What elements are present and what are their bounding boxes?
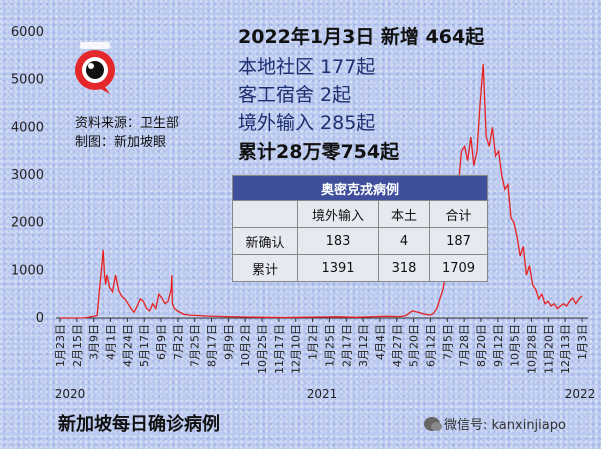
year-label: 2022 xyxy=(565,387,596,401)
kanxinjiapo-logo-icon xyxy=(75,42,115,94)
x-tick-label: 6月9日 xyxy=(155,324,168,360)
wechat-id: 微信号: kanxinjiapo xyxy=(444,418,566,433)
x-tick-label: 12月13日 xyxy=(559,324,572,374)
x-tick-label: 1月2日 xyxy=(307,324,320,360)
x-tick-label: 3月12日 xyxy=(357,324,370,367)
made-by-note: 制图：新加坡眼 xyxy=(75,135,167,150)
row-total: 187 xyxy=(429,227,488,255)
row-label: 累计 xyxy=(232,254,298,282)
omicron-table-header-row: 境外输入 本土 合计 xyxy=(232,200,488,228)
year-labels: 2020 2021 2022 xyxy=(55,387,596,401)
x-tick-label: 8月20日 xyxy=(475,324,488,367)
omicron-header-local: 本土 xyxy=(378,200,430,228)
x-tick-label: 4月4日 xyxy=(374,324,387,360)
y-tick-label: 0 xyxy=(36,311,44,326)
y-tick-label: 2000 xyxy=(11,216,44,231)
omicron-table-row: 新确认 183 4 187 xyxy=(232,227,488,255)
omicron-header-imported: 境外输入 xyxy=(297,200,379,228)
dormitory-cases: 客工宿舍 2起 xyxy=(238,84,352,106)
year-label: 2020 xyxy=(55,387,86,401)
x-tick-label: 12月10日 xyxy=(290,324,303,374)
omicron-table: 奥密克戎病例 境外输入 本土 合计 新确认 183 4 187 累计 1391 … xyxy=(232,175,488,282)
x-axis-ticks: 1月23日 2月15日 3月9日 4月1日 4月24日 5月17日 6月9日 7月2日 7月25… xyxy=(54,318,589,374)
x-tick-label: 9月12日 xyxy=(492,324,505,367)
row-local: 4 xyxy=(378,227,430,255)
x-tick-label: 5月17日 xyxy=(138,324,151,367)
x-tick-label: 10月2日 xyxy=(239,324,252,367)
x-tick-label: 7月5日 xyxy=(441,324,454,360)
omicron-table-title: 奥密克戎病例 xyxy=(232,175,488,201)
x-tick-label: 4月24日 xyxy=(121,324,134,367)
x-tick-label: 7月2日 xyxy=(172,324,185,360)
x-tick-label: 9月9日 xyxy=(222,324,235,360)
x-tick-label: 10月5日 xyxy=(509,324,522,367)
x-tick-label: 5月20日 xyxy=(408,324,421,367)
x-tick-label: 4月1日 xyxy=(105,324,118,360)
x-tick-label: 4月27日 xyxy=(391,324,404,367)
data-source-note: 资料来源：卫生部 xyxy=(75,116,180,131)
x-tick-label: 2月17日 xyxy=(340,324,353,367)
year-label: 2021 xyxy=(307,387,338,401)
x-tick-label: 1月3日 xyxy=(576,324,589,360)
y-tick-label: 4000 xyxy=(11,120,44,135)
x-tick-label: 2月15日 xyxy=(71,324,84,367)
chart-caption: 新加坡每日确诊病例 xyxy=(58,414,220,435)
x-tick-label: 11月17日 xyxy=(273,324,286,374)
report-date-headline: 2022年1月3日 新增 464起 xyxy=(238,26,485,48)
x-tick-label: 10月28日 xyxy=(525,324,538,374)
x-tick-label: 7月25日 xyxy=(189,324,202,367)
community-cases: 本地社区 177起 xyxy=(238,56,376,78)
row-imported: 183 xyxy=(297,227,379,255)
wechat-watermark: 微信号: kanxinjiapo xyxy=(424,414,566,433)
cumulative-total: 累计28万零754起 xyxy=(238,141,400,163)
x-tick-label: 10月25日 xyxy=(256,324,269,374)
x-tick-label: 1月23日 xyxy=(54,324,67,367)
omicron-table-row: 累计 1391 318 1709 xyxy=(232,254,488,282)
x-tick-label: 3月9日 xyxy=(88,324,101,360)
x-tick-label: 7月28日 xyxy=(458,324,471,367)
x-tick-label: 8月17日 xyxy=(206,324,219,367)
y-tick-label: 1000 xyxy=(11,263,44,278)
y-tick-label: 5000 xyxy=(11,73,44,88)
row-total: 1709 xyxy=(429,254,488,282)
row-label: 新确认 xyxy=(232,227,298,255)
omicron-header-blank xyxy=(232,200,298,228)
x-tick-label: 1月25日 xyxy=(323,324,336,367)
omicron-header-total: 合计 xyxy=(429,200,488,228)
wechat-icon xyxy=(424,416,442,431)
y-axis-ticks: 0 1000 2000 3000 4000 5000 6000 xyxy=(11,25,44,326)
y-tick-label: 3000 xyxy=(11,168,44,183)
imported-cases: 境外输入 285起 xyxy=(238,112,376,134)
daily-cases-line xyxy=(60,64,583,319)
row-local: 318 xyxy=(378,254,430,282)
row-imported: 1391 xyxy=(297,254,379,282)
y-tick-label: 6000 xyxy=(11,25,44,40)
x-tick-label: 6月12日 xyxy=(424,324,437,367)
x-tick-label: 11月20日 xyxy=(542,324,555,374)
